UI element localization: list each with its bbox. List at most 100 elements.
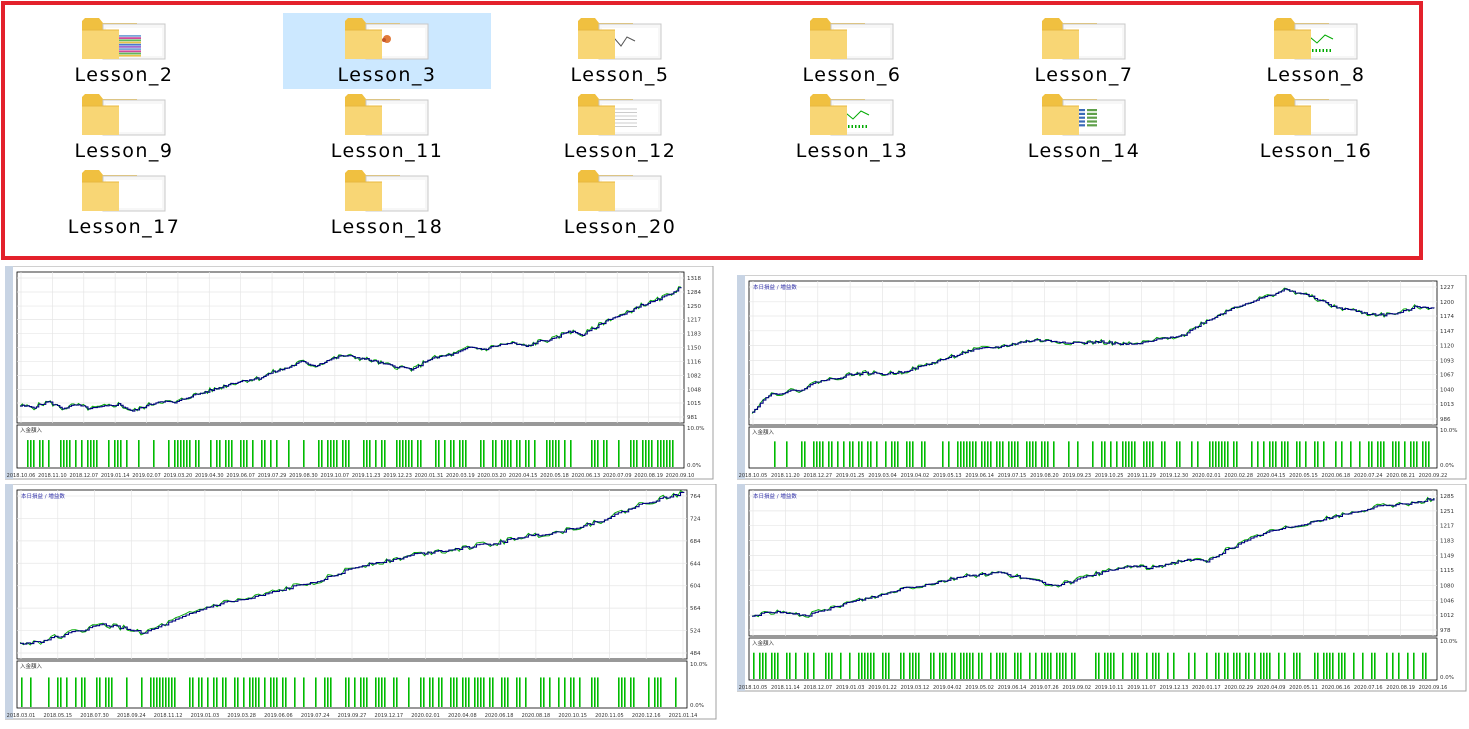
volume-bar xyxy=(1233,441,1235,467)
folder-item[interactable]: Lesson_13 xyxy=(747,89,957,165)
volume-bar xyxy=(666,440,668,467)
x-tick-label: 2020.08.19 xyxy=(634,473,663,479)
volume-bar xyxy=(1131,441,1133,467)
volume-bar xyxy=(1425,441,1427,467)
volume-bar xyxy=(864,652,866,679)
volume-bar xyxy=(294,677,296,707)
volume-bar xyxy=(186,440,188,467)
volume-bar xyxy=(1077,441,1079,467)
volume-bar xyxy=(948,441,950,467)
volume-bar xyxy=(777,652,779,679)
volume-bar xyxy=(1098,652,1100,679)
volume-bar xyxy=(660,677,662,707)
volume-bar xyxy=(534,440,536,467)
volume-bar xyxy=(1161,441,1163,467)
x-tick-label: 2018.10.05 xyxy=(739,685,768,691)
volume-bar xyxy=(1137,652,1139,679)
volume-bar xyxy=(861,652,863,679)
volume-bar xyxy=(66,677,68,707)
volume-bar xyxy=(1263,652,1265,679)
volume-bar xyxy=(201,677,203,707)
folder-item[interactable]: Lesson_16 xyxy=(1211,89,1421,165)
volume-bar xyxy=(1095,652,1097,679)
volume-bar xyxy=(1173,652,1175,679)
folder-label: Lesson_14 xyxy=(1027,140,1141,162)
volume-bar xyxy=(1359,441,1361,467)
volume-bar xyxy=(900,652,902,679)
volume-bar xyxy=(762,652,764,679)
volume-bar xyxy=(108,440,110,467)
volume-bar xyxy=(852,441,854,467)
volume-bar xyxy=(1041,652,1043,679)
volume-bar xyxy=(819,441,821,467)
x-tick-label: 2019.03.12 xyxy=(901,685,930,691)
volume-bar xyxy=(138,440,140,467)
x-tick-label: 2019.10.11 xyxy=(1095,685,1124,691)
volume-bar xyxy=(363,440,365,467)
x-tick-label: 2019.05.13 xyxy=(933,473,962,479)
x-tick-label: 2020.02.29 xyxy=(1224,685,1253,691)
x-tick-label: 2019.08.20 xyxy=(1030,473,1059,479)
volume-bar xyxy=(1254,652,1256,679)
volume-bar xyxy=(1134,652,1136,679)
volume-bar xyxy=(1209,441,1211,467)
volume-bar xyxy=(765,652,767,679)
volume-bar xyxy=(501,440,503,467)
volume-bar xyxy=(1227,441,1229,467)
x-tick-label: 2020.05.15 xyxy=(1289,473,1318,479)
volume-bar xyxy=(1371,441,1373,467)
folder-item[interactable]: Lesson_11 xyxy=(283,89,491,165)
folder-item[interactable]: Lesson_18 xyxy=(283,165,491,241)
folder-item[interactable]: Lesson_12 xyxy=(515,89,725,165)
x-tick-label: 2019.12.23 xyxy=(383,473,412,479)
volume-bar xyxy=(789,652,791,679)
volume-bar xyxy=(345,440,347,467)
folder-label: Lesson_13 xyxy=(795,140,909,162)
folder-item[interactable]: Lesson_6 xyxy=(747,13,957,89)
folder-item[interactable]: Lesson_14 xyxy=(979,89,1189,165)
volume-bar xyxy=(990,441,992,467)
x-tick-label: 2020.05.11 xyxy=(1289,685,1318,691)
volume-bar xyxy=(1236,441,1238,467)
folder-item[interactable]: Lesson_9 xyxy=(19,89,229,165)
x-tick-label: 2019.01.22 xyxy=(868,685,897,691)
volume-bar xyxy=(1122,652,1124,679)
volume-bar xyxy=(1392,652,1394,679)
volume-bar xyxy=(984,441,986,467)
volume-bar xyxy=(1260,652,1262,679)
volume-bar xyxy=(1392,441,1394,467)
folder-item[interactable]: Lesson_17 xyxy=(19,165,229,241)
x-tick-label: 2018.12.07 xyxy=(803,685,832,691)
volume-bar xyxy=(1410,441,1412,467)
folder-item[interactable]: Lesson_5 xyxy=(515,13,725,89)
folder-item[interactable]: Lesson_7 xyxy=(979,13,1189,89)
folder-item[interactable]: Lesson_20 xyxy=(515,165,725,241)
volume-bar xyxy=(909,652,911,679)
x-tick-label: 2019.12.17 xyxy=(374,713,403,719)
volume-bar xyxy=(540,677,542,707)
x-tick-label: 2018.03.01 xyxy=(7,713,36,719)
volume-bar xyxy=(1428,441,1430,467)
volume-bar xyxy=(1110,652,1112,679)
volume-bar xyxy=(42,440,44,467)
volume-bar xyxy=(63,440,65,467)
volume-bar xyxy=(1413,652,1415,679)
volume-bar xyxy=(1194,652,1196,679)
folder-item[interactable]: Lesson_8 xyxy=(1211,13,1421,89)
volume-bar xyxy=(1041,441,1043,467)
x-tick-label: 2019.07.26 xyxy=(1030,685,1059,691)
volume-bar xyxy=(1380,441,1382,467)
volume-bar xyxy=(1164,441,1166,467)
volume-bar xyxy=(1074,652,1076,679)
volume-bar xyxy=(1053,441,1055,467)
volume-bar xyxy=(1398,652,1400,679)
volume-bar xyxy=(774,652,776,679)
volume-bar xyxy=(429,677,431,707)
x-tick-label: 2019.08.30 xyxy=(289,473,318,479)
folder-item[interactable]: Lesson_3 xyxy=(283,13,491,89)
volume-bar xyxy=(165,677,167,707)
volume-bar xyxy=(999,441,1001,467)
volume-bar xyxy=(405,440,407,467)
folder-item[interactable]: Lesson_2 xyxy=(19,13,229,89)
volume-bar xyxy=(1176,441,1178,467)
